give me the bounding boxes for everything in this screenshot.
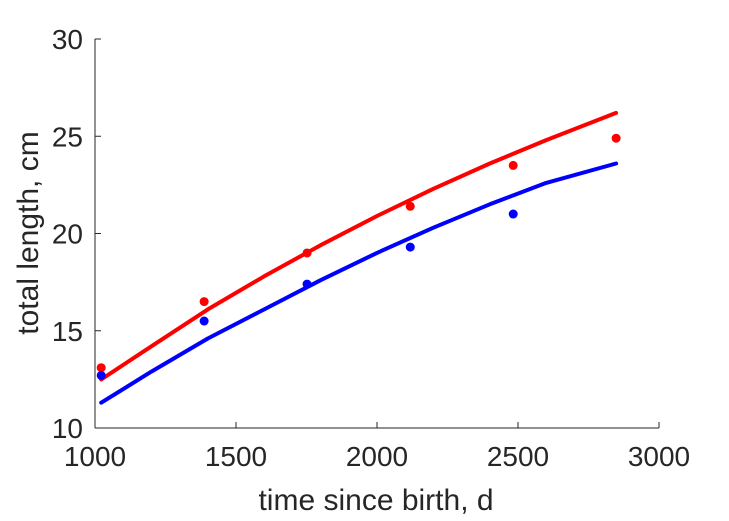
data-point-0 bbox=[611, 133, 621, 143]
data-point-1 bbox=[96, 370, 106, 380]
data-point-0 bbox=[405, 201, 415, 211]
axes bbox=[94, 38, 660, 429]
x-axis-label: time since birth, d bbox=[258, 484, 493, 517]
data-point-0 bbox=[199, 297, 209, 307]
data-points bbox=[96, 133, 621, 380]
data-point-0 bbox=[508, 160, 518, 170]
tick-labels: 1000 1500 2000 2500 3000 10 15 20 25 30 bbox=[52, 24, 690, 472]
x-tick-label: 3000 bbox=[628, 441, 690, 472]
data-point-1 bbox=[199, 316, 209, 326]
data-point-1 bbox=[508, 209, 518, 219]
y-axis-label: total length, cm bbox=[12, 131, 45, 334]
fit-curve-1 bbox=[99, 161, 619, 405]
fit-curve-0 bbox=[99, 110, 619, 382]
data-point-0 bbox=[96, 363, 106, 373]
fit-curves bbox=[99, 110, 619, 405]
x-tick-label: 1500 bbox=[205, 441, 267, 472]
x-tick-label: 2500 bbox=[487, 441, 549, 472]
x-tick-label: 1000 bbox=[64, 441, 126, 472]
x-tick-label: 2000 bbox=[346, 441, 408, 472]
data-point-1 bbox=[405, 242, 415, 252]
y-tick-label: 20 bbox=[52, 219, 83, 250]
data-point-1 bbox=[302, 279, 312, 289]
y-tick-label: 10 bbox=[52, 413, 83, 444]
data-point-0 bbox=[302, 248, 312, 258]
y-tick-label: 30 bbox=[52, 24, 83, 55]
y-tick-label: 15 bbox=[52, 316, 83, 347]
y-tick-label: 25 bbox=[52, 121, 83, 152]
